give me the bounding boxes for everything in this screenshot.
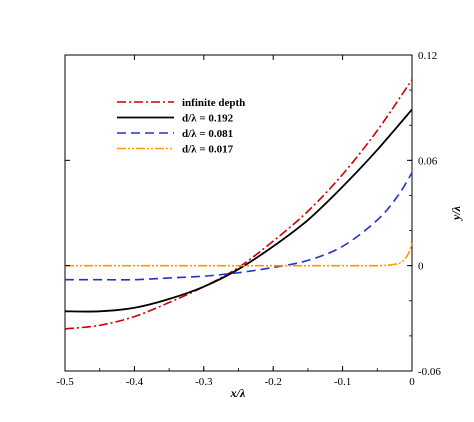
x-tick-label: -0.3: [195, 376, 213, 388]
x-tick-label: 0: [409, 376, 415, 388]
x-axis-label: x/λ: [230, 386, 246, 400]
legend-label-3: d/λ = 0.081: [182, 128, 233, 140]
x-axis-ticks: -0.5 -0.4 -0.3 -0.2 -0.1 0: [56, 55, 415, 388]
legend: infinite depth d/λ = 0.192 d/λ = 0.081 d/λ …: [117, 97, 245, 156]
x-tick-label: -0.2: [264, 376, 281, 388]
x-tick-label: -0.4: [126, 376, 144, 388]
series-line-3: [64, 172, 413, 281]
x-tick-label: -0.1: [334, 376, 351, 388]
legend-label-2: d/λ = 0.192: [182, 113, 234, 125]
x-tick-label: -0.5: [56, 376, 74, 388]
y-axis-ticks: -0.06 0 0.06 0.12: [65, 50, 441, 378]
series-layer: [64, 79, 413, 330]
legend-label-4: d/λ = 0.017: [182, 144, 234, 156]
y-tick-label: -0.06: [418, 366, 441, 378]
series-line-2: [64, 108, 413, 313]
y-tick-label: 0.06: [418, 155, 438, 167]
y-tick-label: 0: [418, 261, 424, 273]
y-axis-label: y/λ: [449, 205, 463, 222]
series-line-1: [64, 79, 413, 330]
series-line-4: [65, 242, 413, 267]
y-tick-label: 0.12: [418, 50, 437, 62]
legend-label-1: infinite depth: [182, 97, 245, 109]
